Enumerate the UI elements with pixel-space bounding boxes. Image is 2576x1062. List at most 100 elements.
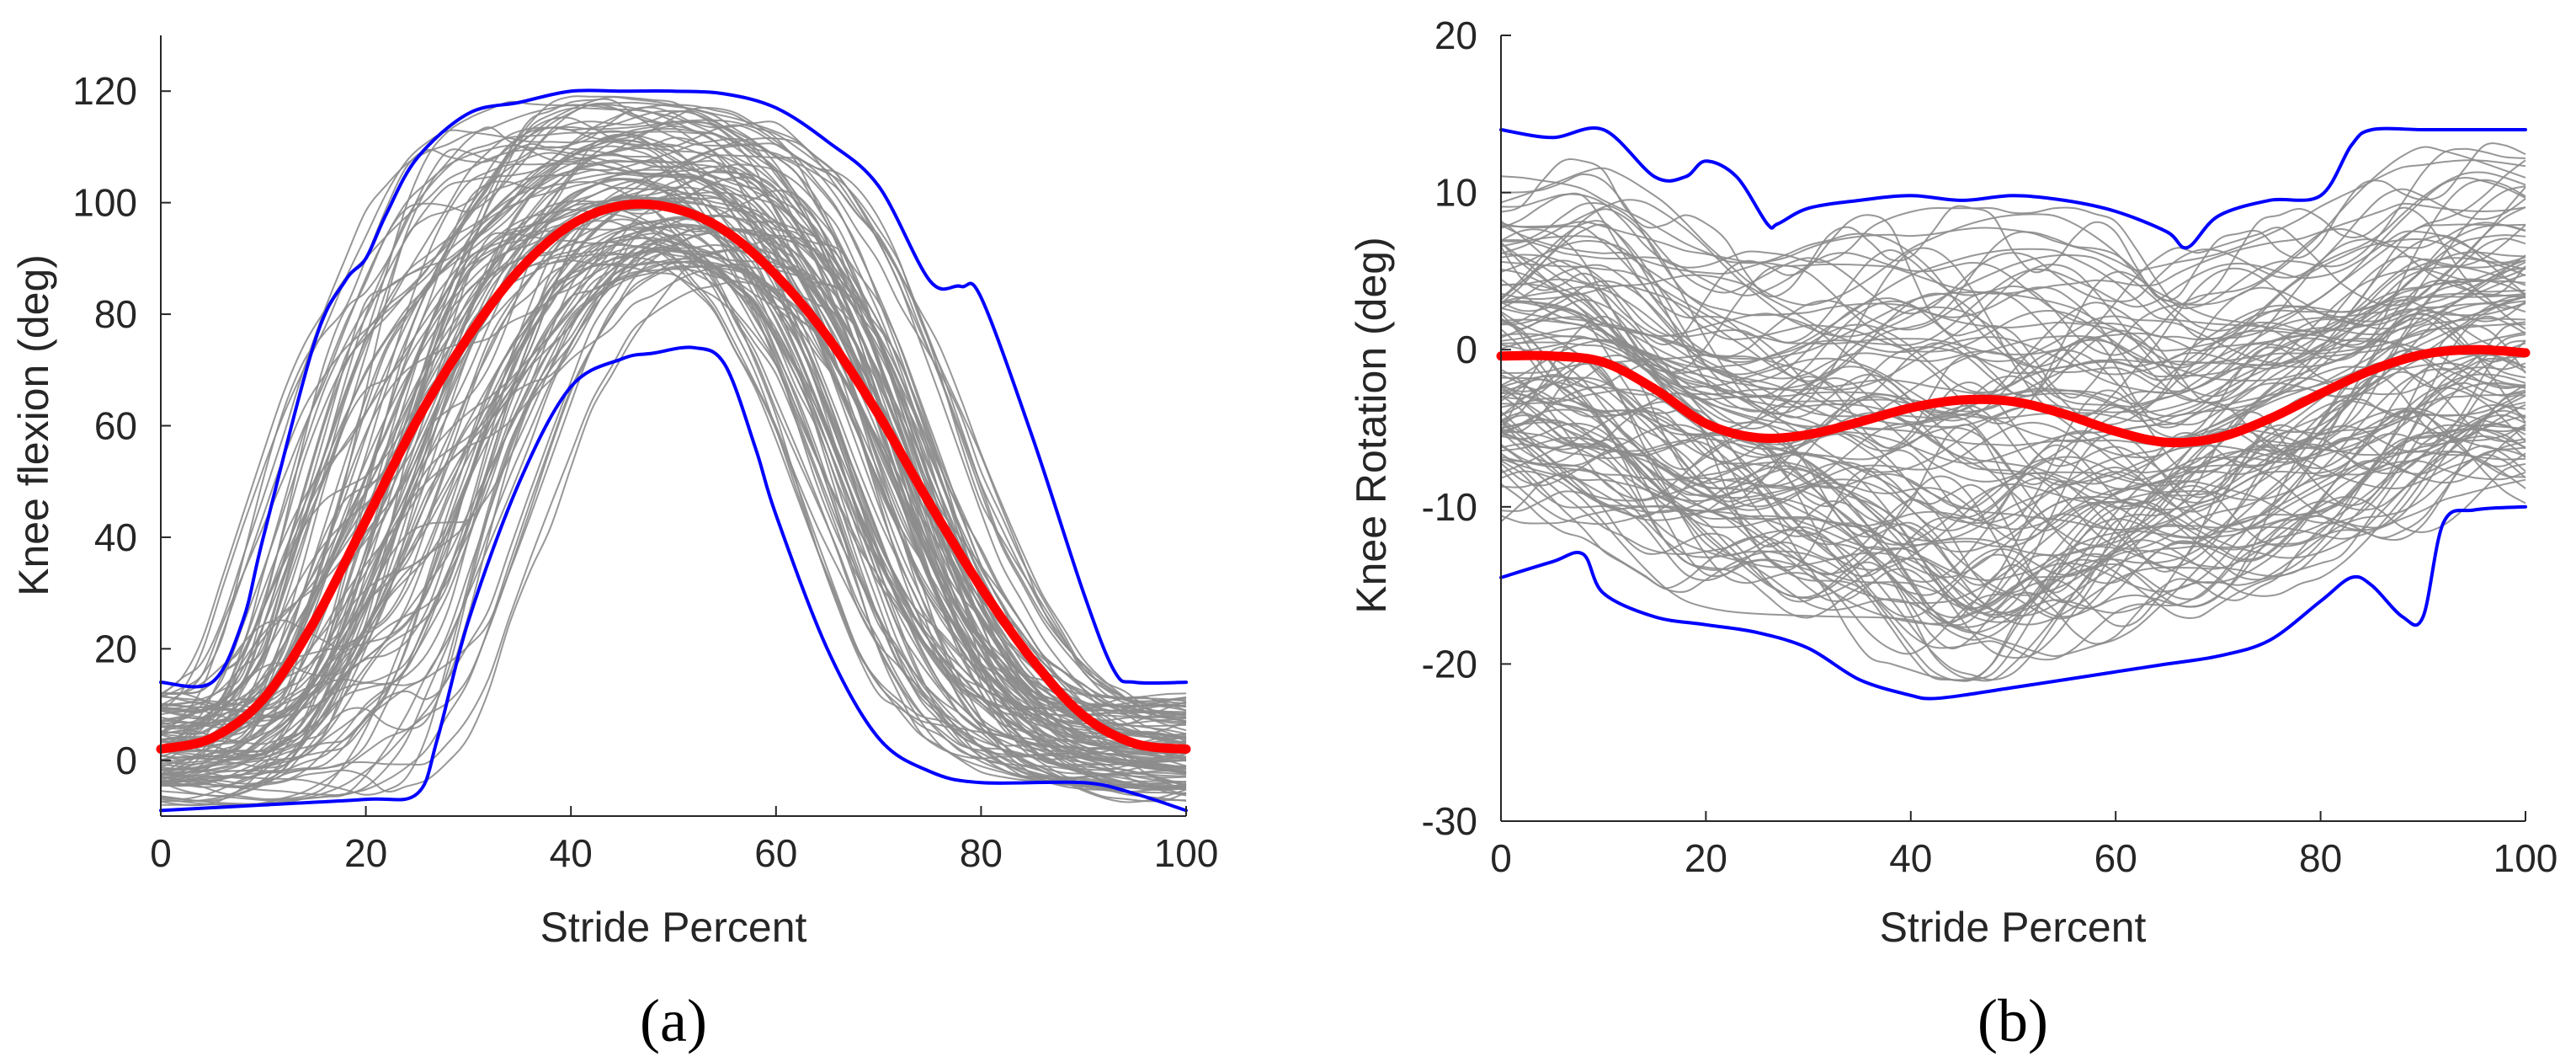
panel-b-trial-line: [1500, 318, 2526, 558]
panel-a-trial-line: [160, 218, 1187, 752]
panel-b-trial-line: [1500, 409, 2526, 619]
panel-a-trial-line: [160, 259, 1187, 785]
panel-a-trial-line: [160, 177, 1187, 754]
panel-b-x-axis-title: Stride Percent: [1880, 904, 2147, 951]
panel-a-y-ticks: 0 20 40 60 80 100 120: [72, 69, 171, 782]
panel-a-x-tick-label: 40: [550, 831, 593, 875]
panel-b-trial-line: [1500, 450, 2526, 682]
panel-a-trial-line: [160, 119, 1187, 716]
panel-a-lower-envelope-line: [159, 345, 1188, 813]
panel-b-trial-line: [1500, 382, 2526, 586]
panel-b-trial-line: [1500, 373, 2526, 553]
panel-b-trial-line: [1500, 387, 2526, 511]
panel-b-trial-line: [1500, 371, 2526, 610]
panel-b-trial-line: [1500, 403, 2526, 614]
panel-b-trial-line: [1500, 185, 2526, 421]
panel-a-y-tick-label: 40: [94, 515, 137, 559]
panel-a-trial-line: [160, 265, 1187, 806]
panel-a-trial-line: [160, 120, 1187, 712]
panel-a-trial-line: [160, 248, 1187, 802]
panel-b-y-tick-label: 10: [1434, 171, 1477, 215]
panel-b-knee-rotation-chart: 0 20 40 60 80 100 -30 -20 -10 0 10 20 Stride Perce…: [1348, 13, 2557, 1054]
panel-b-trial-line: [1500, 323, 2526, 624]
panel-b-y-tick-label: -20: [1422, 642, 1477, 686]
panel-b-series: [1496, 126, 2531, 701]
panel-b-trial-line: [1500, 449, 2526, 634]
panel-a-trial-line: [160, 139, 1187, 736]
panel-b-trial-line: [1500, 368, 2526, 546]
panel-a-trial-line: [160, 233, 1187, 788]
panel-a-trial-line: [160, 163, 1187, 739]
panel-a-x-tick-label: 80: [960, 831, 1003, 875]
panel-a-x-tick-label: 60: [754, 831, 797, 875]
panel-b-trial-line: [1500, 414, 2526, 557]
panel-b-trial-line: [1500, 423, 2526, 681]
panel-b-trial-line: [1500, 440, 2526, 659]
panel-b-trial-line: [1500, 392, 2526, 579]
panel-a-trial-line: [160, 96, 1187, 700]
panel-a-trial-line: [160, 191, 1187, 753]
panel-a-y-tick-label: 20: [94, 627, 137, 670]
panel-b-trial-line: [1500, 301, 2526, 513]
panel-a-trial-line: [160, 137, 1187, 744]
panel-b-trial-line: [1500, 354, 2526, 542]
panel-b-trial-line: [1500, 414, 2526, 618]
panel-b-upper-envelope-line: [1499, 126, 2527, 250]
panel-a-trial-line: [160, 280, 1187, 783]
panel-a-x-tick-label: 100: [1154, 831, 1219, 875]
panel-b-y-tick-label: -10: [1422, 485, 1477, 529]
panel-a-trial-lines: [160, 95, 1187, 807]
panel-b-trial-line: [1500, 223, 2526, 352]
panel-b-trial-line: [1500, 387, 2526, 641]
panel-a-trial-line: [160, 189, 1187, 772]
panel-b-trial-line: [1500, 302, 2526, 531]
panel-b-trial-line: [1500, 206, 2526, 399]
panel-a-trial-line: [160, 259, 1187, 782]
panel-b-trial-line: [1500, 293, 2526, 414]
panel-b-y-ticks: -30 -20 -10 0 10 20: [1422, 13, 1511, 843]
panel-a-y-axis-title: Knee flexion (deg): [10, 254, 57, 596]
panel-b-trial-line: [1500, 313, 2526, 584]
panel-b-trial-line: [1500, 331, 2526, 465]
panel-b-lower-envelope-line: [1499, 504, 2527, 701]
panel-a-trial-line: [160, 168, 1187, 739]
panel-b-trial-line: [1500, 454, 2526, 650]
panel-a-y-tick-label: 0: [115, 739, 137, 782]
panel-b-trial-line: [1500, 253, 2526, 435]
panel-a-x-tick-label: 0: [150, 831, 172, 875]
panel-b-trial-line: [1500, 147, 2526, 310]
panel-a-trial-line: [160, 227, 1187, 780]
panel-a-trial-line: [160, 227, 1187, 782]
panel-a-trial-line: [160, 139, 1187, 754]
panel-a-trial-line: [160, 180, 1187, 759]
panel-a-trial-line: [160, 207, 1187, 789]
panel-b-trial-line: [1500, 428, 2526, 682]
panel-a-trial-line: [160, 143, 1187, 735]
panel-b-label: (b): [1977, 987, 2048, 1054]
panel-a-trial-line: [160, 107, 1187, 723]
panel-b-x-tick-label: 80: [2299, 836, 2342, 880]
panel-b-trial-line: [1500, 188, 2526, 315]
panel-b-y-tick-label: 0: [1456, 328, 1477, 371]
panel-b-trial-line: [1500, 259, 2526, 395]
panel-a-x-axis-title: Stride Percent: [540, 904, 807, 951]
panel-b-x-ticks: 0 20 40 60 80 100: [1490, 811, 2557, 880]
panel-a-mean-line: [156, 199, 1191, 754]
panel-a-upper-envelope-line: [159, 88, 1188, 689]
panel-b-trial-line: [1500, 394, 2526, 627]
panel-a-trial-line: [160, 98, 1187, 727]
panel-a-trial-line: [160, 252, 1187, 788]
panel-b-trial-line: [1500, 206, 2526, 398]
panel-b-trial-line: [1500, 451, 2526, 611]
panel-a-label: (a): [640, 987, 707, 1054]
panel-a-knee-flexion-chart: 0 20 40 60 80 100 0 20 40 60 80 100 120 Stride Perc…: [10, 35, 1218, 1054]
panel-b-trial-line: [1500, 224, 2526, 376]
panel-b-y-tick-label: -30: [1422, 799, 1477, 843]
panel-b-trial-line: [1500, 389, 2526, 680]
panel-b-trial-lines: [1500, 142, 2526, 682]
panel-b-x-tick-label: 0: [1490, 836, 1512, 880]
panel-b-trial-line: [1500, 357, 2526, 542]
panel-a-series: [156, 88, 1191, 813]
panel-b-trial-line: [1500, 258, 2526, 392]
